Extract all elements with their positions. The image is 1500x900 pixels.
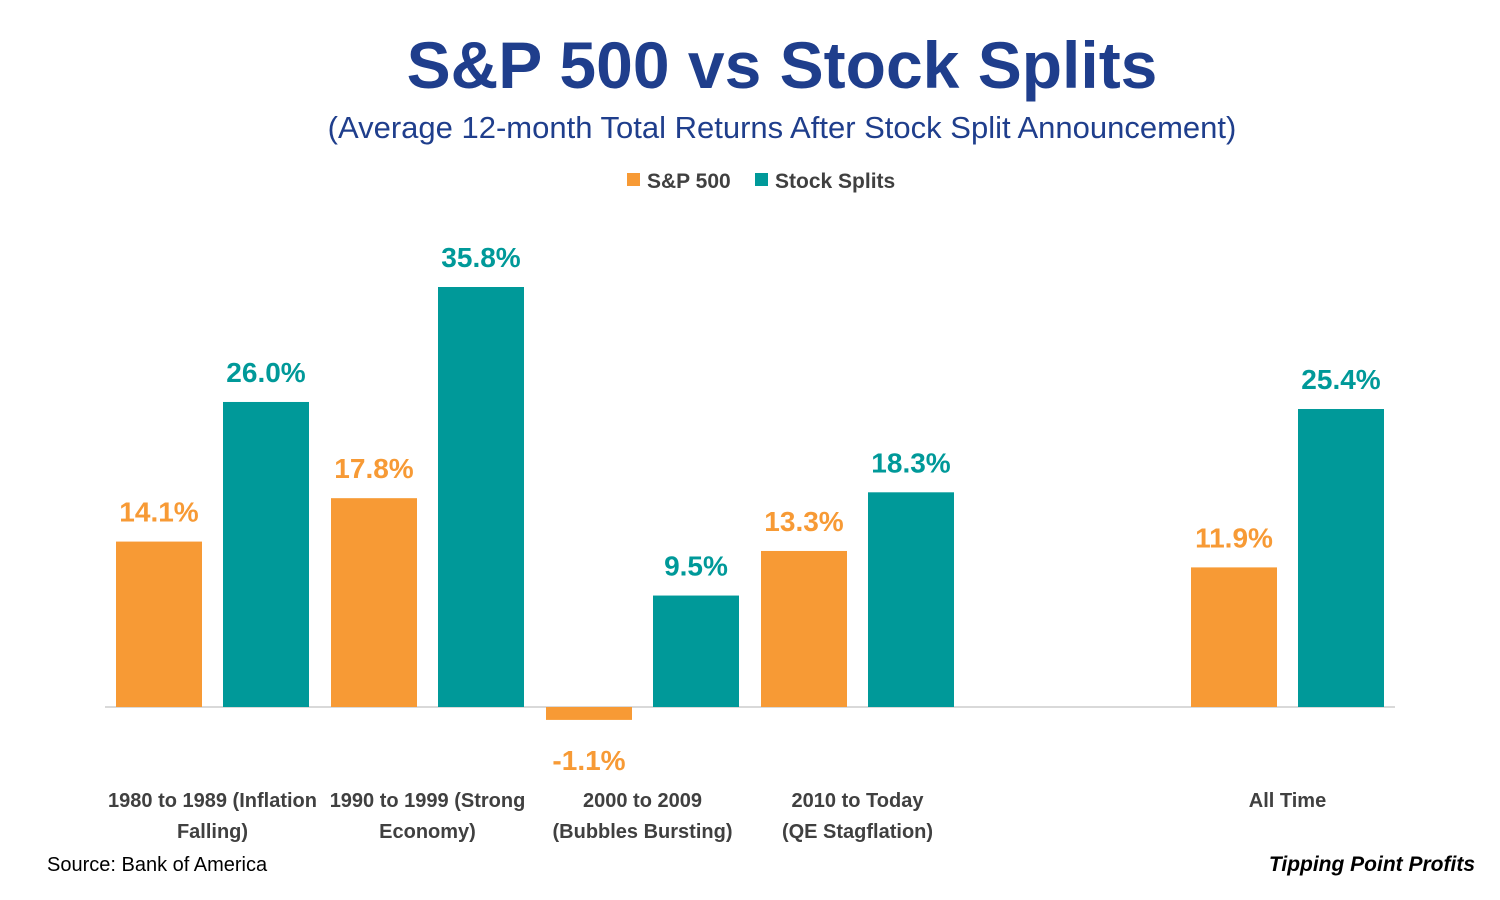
value-label-s-p-500-0: 14.1% bbox=[119, 497, 198, 528]
bar-s-p-500-0 bbox=[116, 541, 202, 707]
legend: S&P 500 Stock Splits bbox=[627, 170, 895, 193]
category-label-2: 2000 to 2009 (Bubbles Bursting) bbox=[553, 790, 733, 843]
legend-label-sp500: S&P 500 bbox=[647, 170, 731, 193]
legend-swatch-sp500 bbox=[627, 173, 640, 186]
value-label-stock-splits-2: 9.5% bbox=[664, 551, 728, 582]
bar-s-p-500-3 bbox=[761, 550, 847, 707]
value-label-s-p-500-1: 17.8% bbox=[334, 453, 413, 484]
category-label-5: All Time bbox=[1249, 790, 1326, 812]
value-label-s-p-500-5: 11.9% bbox=[1195, 522, 1273, 553]
value-label-stock-splits-1: 35.8% bbox=[441, 242, 520, 273]
value-label-s-p-500-3: 13.3% bbox=[764, 506, 843, 537]
category-label-0: 1980 to 1989 (Inflation Falling) bbox=[108, 790, 317, 843]
plot-area: 14.1% 26.0% 1980 to 1989 (Inflation Falling… bbox=[105, 242, 1395, 843]
source-note: Source: Bank of America bbox=[47, 854, 268, 876]
brand-name: Tipping Point Profits bbox=[1269, 853, 1475, 876]
bar-s-p-500-1 bbox=[331, 498, 417, 707]
legend-label-stock-splits: Stock Splits bbox=[775, 170, 895, 193]
bar-s-p-500-5 bbox=[1191, 567, 1277, 707]
bar-stock-splits-2 bbox=[653, 595, 739, 707]
category-label-3: 2010 to Today (QE Stagflation) bbox=[782, 790, 933, 843]
legend-swatch-stock-splits bbox=[755, 173, 768, 186]
bar-stock-splits-0 bbox=[223, 401, 309, 707]
bar-stock-splits-1 bbox=[438, 287, 524, 707]
value-label-stock-splits-0: 26.0% bbox=[226, 357, 305, 388]
bar-s-p-500-2 bbox=[546, 707, 632, 720]
category-label-1: 1990 to 1999 (Strong Economy) bbox=[330, 790, 526, 843]
value-label-s-p-500-2: -1.1% bbox=[552, 745, 625, 776]
bar-stock-splits-3 bbox=[868, 492, 954, 707]
chart-subtitle: (Average 12-month Total Returns After St… bbox=[328, 110, 1237, 145]
chart-title: S&P 500 vs Stock Splits bbox=[407, 28, 1158, 102]
value-label-stock-splits-5: 25.4% bbox=[1301, 364, 1380, 395]
bar-stock-splits-5 bbox=[1298, 409, 1384, 707]
value-label-stock-splits-3: 18.3% bbox=[871, 447, 950, 478]
